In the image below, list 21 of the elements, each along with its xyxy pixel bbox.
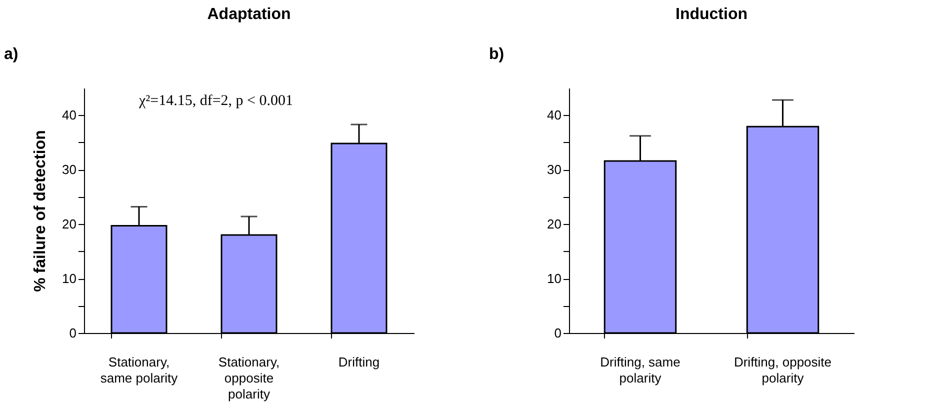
x-tick-label: Drifting, same polarity [600, 354, 680, 386]
chart-title: Adaptation [207, 6, 291, 23]
y-tick-label: 20 [62, 216, 76, 232]
y-tick-label: 40 [62, 108, 76, 123]
x-tick-label: Stationary, same polarity [100, 354, 178, 386]
x-tick-label: Drifting, opposite polarity [734, 354, 832, 386]
y-tick-label: 40 [547, 108, 562, 123]
text: a) [4, 46, 18, 63]
y-tick-label: 20 [547, 216, 562, 232]
y-axis-title: % failure of detection [32, 130, 50, 292]
chart-title: Induction [676, 6, 748, 23]
y-tick-label: 0 [69, 326, 76, 340]
y-tick-label: 0 [554, 326, 562, 340]
y-tick-label: 10 [547, 271, 562, 286]
y-tick-label: 30 [547, 162, 562, 178]
annotation: χ²=14.15, df=2, p < 0.001 [138, 93, 294, 109]
text: b) [489, 46, 504, 63]
y-tick-label: 10 [62, 271, 76, 286]
y-tick-label: 30 [62, 162, 76, 178]
x-tick-label: Drifting [338, 354, 380, 370]
x-tick-label: Stationary, opposite polarity [218, 354, 280, 402]
